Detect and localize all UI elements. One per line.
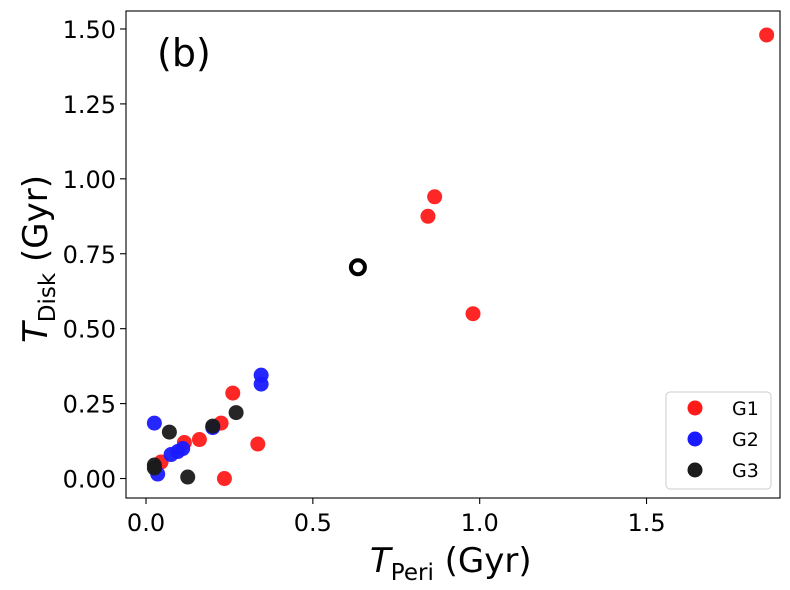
x-axis-title-unit: (Gyr)	[434, 541, 532, 581]
legend-label-g1: G1	[732, 398, 759, 420]
data-point-g2	[163, 447, 179, 463]
legend-label-g3: G3	[732, 460, 759, 482]
y-axis: 0.00 0.25 0.50 0.75 1.00 1.25 1.50	[63, 16, 126, 494]
panel-label: (b)	[157, 31, 211, 75]
data-point-g3	[205, 418, 221, 434]
data-point-g1	[465, 306, 481, 322]
plot-frame	[125, 10, 781, 499]
legend: G1 G2 G3	[665, 391, 772, 490]
x-tick-label: 1.0	[461, 509, 499, 537]
x-axis-title-subscript: Peri	[391, 560, 434, 586]
y-axis-title-symbol: T	[16, 320, 56, 343]
data-point-g1	[225, 385, 241, 401]
data-point-g1	[427, 189, 443, 205]
data-point-g1	[250, 436, 266, 452]
highlight-open-circle	[348, 258, 367, 277]
data-point-g3	[228, 405, 244, 421]
x-axis: 0.0 0.5 1.0 1.5	[127, 498, 666, 537]
y-axis-title-unit: (Gyr)	[16, 175, 56, 273]
data-point-g2	[253, 376, 269, 392]
y-tick-label: 1.50	[63, 16, 116, 44]
data-points	[146, 27, 775, 487]
x-axis-title-symbol: T	[370, 541, 393, 581]
x-tick-label: 1.5	[627, 509, 665, 537]
y-tick-label: 0.50	[63, 316, 116, 344]
data-point-g1	[191, 432, 207, 448]
x-axis-title: TPeri (Gyr)	[370, 541, 532, 586]
legend-marker-g1	[687, 400, 703, 416]
x-tick-label: 0.0	[127, 509, 165, 537]
data-point-g3	[146, 460, 162, 476]
data-point-g1	[759, 27, 775, 43]
data-point-g3	[161, 424, 177, 440]
x-tick-label: 0.5	[294, 509, 332, 537]
data-point-g1	[216, 471, 232, 487]
y-tick-label: 0.25	[63, 391, 116, 419]
legend-label-g2: G2	[732, 429, 759, 451]
y-tick-label: 0.75	[63, 241, 116, 269]
y-tick-label: 1.00	[63, 166, 116, 194]
legend-marker-g2	[687, 431, 703, 447]
y-axis-title: TDisk (Gyr)	[16, 175, 61, 343]
data-point-g1	[420, 208, 436, 224]
y-tick-label: 0.00	[63, 466, 116, 494]
y-axis-title-subscript: Disk	[35, 272, 61, 322]
data-point-g3	[180, 469, 196, 485]
data-point-g2	[146, 415, 162, 431]
legend-marker-g3	[687, 462, 703, 478]
y-tick-label: 1.25	[63, 91, 116, 119]
